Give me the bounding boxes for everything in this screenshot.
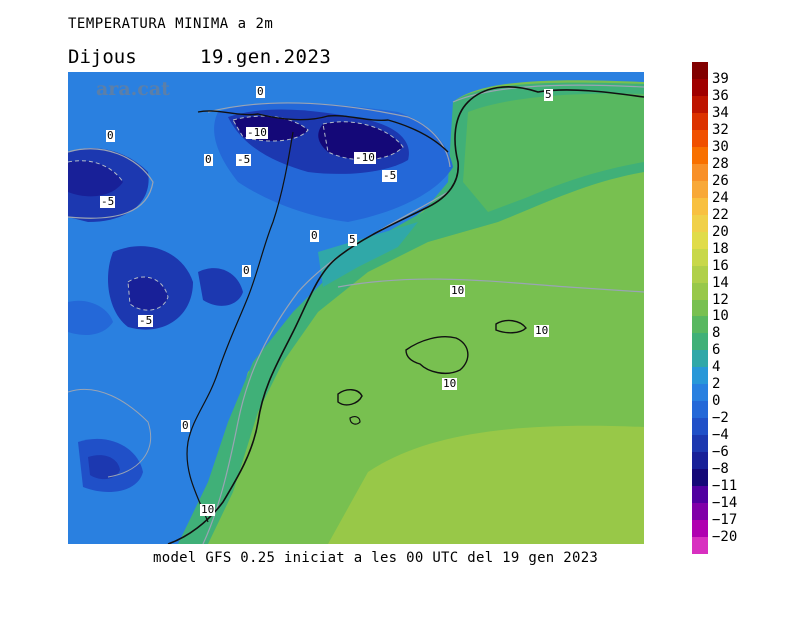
warm-zone-6 (463, 93, 644, 212)
legend-tick-label: 28 (712, 155, 729, 172)
contour-label: -10 (246, 126, 268, 139)
legend-swatch (692, 435, 708, 453)
legend-tick-label: 20 (712, 223, 729, 240)
legend-swatch (692, 197, 708, 216)
contour-label: 0 (256, 85, 265, 98)
contour-label: 5 (348, 233, 357, 246)
legend-tick-label: −20 (712, 529, 738, 546)
legend-tick-label: 8 (712, 325, 721, 342)
legend-tick-label: −4 (712, 427, 729, 444)
forecast-day: Dijous (68, 46, 137, 68)
legend-swatch (692, 503, 708, 521)
border-internal (186, 131, 294, 523)
forecast-date: 19.gen.2023 (200, 46, 332, 68)
border-north (197, 110, 449, 153)
island-mallorca (405, 336, 469, 374)
contour-label: 10 (442, 377, 458, 390)
coastal-band (178, 82, 644, 544)
legend-swatch (692, 469, 708, 487)
legend-swatch (692, 316, 708, 334)
contour-label: 0 (310, 229, 319, 242)
legend-tick-label: 22 (712, 206, 729, 223)
contour-label: -5 (138, 314, 154, 327)
island-ibiza (337, 389, 363, 406)
contour-label: 0 (106, 129, 115, 142)
legend-tick-label: −14 (712, 495, 738, 512)
legend-tick-label: 2 (712, 376, 721, 393)
legend-swatch (692, 146, 708, 165)
contour-label: 0 (242, 264, 251, 277)
contour-label: 0 (181, 419, 190, 432)
legend-swatch (692, 78, 708, 97)
legend-tick-label: −11 (712, 478, 738, 495)
warm-zone-12 (328, 425, 644, 544)
legend-swatch (692, 248, 708, 267)
legend-tick-label: 16 (712, 257, 729, 274)
legend-swatch (692, 62, 708, 80)
legend-tick-label: 14 (712, 274, 729, 291)
legend-tick-label: 34 (712, 104, 729, 121)
contour-label: 10 (534, 324, 550, 337)
legend-swatch (692, 350, 708, 368)
contour-label: -5 (100, 195, 116, 208)
map-graphic (68, 72, 644, 544)
island-menorca (495, 319, 527, 334)
legend-swatch (692, 282, 708, 300)
island-formentera (349, 416, 361, 425)
legend-swatch (692, 231, 708, 250)
legend-tick-label: 24 (712, 189, 729, 206)
legend-tick-label: −17 (712, 512, 738, 529)
legend-tick-label: 12 (712, 291, 729, 308)
legend-tick-label: 6 (712, 342, 721, 359)
legend-swatch (692, 384, 708, 402)
contour-label: 10 (450, 284, 466, 297)
contour-label: -10 (354, 151, 376, 164)
contour-label: -5 (236, 153, 252, 166)
contour-label: 10 (200, 503, 216, 516)
legend-swatch (692, 95, 708, 114)
legend-swatch (692, 214, 708, 233)
legend-tick-label: 26 (712, 172, 729, 189)
map-title: TEMPERATURA MINIMA a 2m (68, 16, 274, 32)
legend-tick-label: 10 (712, 308, 729, 325)
legend-tick-label: −2 (712, 410, 729, 427)
contour-label: -5 (382, 169, 398, 182)
temperature-map: ara.cat 0 -10 0 -5 -10 -5 -5 0 5 0 5 10 … (68, 72, 644, 544)
legend-swatch (692, 418, 708, 436)
legend-tick-label: 32 (712, 121, 729, 138)
legend-swatch (692, 520, 708, 538)
legend-swatch (692, 333, 708, 351)
model-info: model GFS 0.25 iniciat a les 00 UTC del … (153, 550, 599, 566)
legend-swatch (692, 537, 708, 555)
legend-swatch (692, 367, 708, 385)
brand-logo: ara.cat (96, 78, 170, 100)
legend-swatch (692, 401, 708, 419)
legend-swatch (692, 265, 708, 284)
legend-swatch (692, 129, 708, 148)
legend-tick-label: −8 (712, 461, 729, 478)
legend-tick-label: 36 (712, 87, 729, 104)
legend-swatch (692, 299, 708, 317)
legend-tick-label: 30 (712, 138, 729, 155)
legend-tick-label: 18 (712, 240, 729, 257)
contour-label: 0 (204, 153, 213, 166)
legend-swatch (692, 180, 708, 199)
legend-tick-label: −6 (712, 444, 729, 461)
contour-label: 5 (544, 88, 553, 101)
legend-swatch (692, 452, 708, 470)
legend-swatch (692, 112, 708, 131)
legend-tick-label: 0 (712, 393, 721, 410)
legend-tick-label: 4 (712, 359, 721, 376)
legend-tick-label: 39 (712, 70, 729, 87)
coastline (167, 86, 644, 544)
legend-swatch (692, 486, 708, 504)
legend-swatch (692, 163, 708, 182)
color-legend: 39 36 34 32 30 28 26 24 22 20 18 16 14 12 10 8 6 4 2 0 −2 −4−… (692, 62, 782, 555)
